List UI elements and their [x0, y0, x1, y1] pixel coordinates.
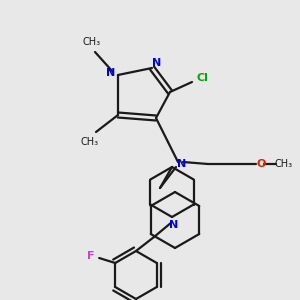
Text: N: N — [106, 68, 116, 78]
Text: O: O — [256, 159, 266, 169]
Text: N: N — [177, 159, 187, 169]
Text: Cl: Cl — [196, 73, 208, 83]
Text: N: N — [152, 58, 162, 68]
Text: CH₃: CH₃ — [275, 159, 293, 169]
Text: N: N — [169, 220, 178, 230]
Text: CH₃: CH₃ — [81, 137, 99, 147]
Text: CH₃: CH₃ — [83, 37, 101, 47]
Text: F: F — [88, 251, 95, 261]
